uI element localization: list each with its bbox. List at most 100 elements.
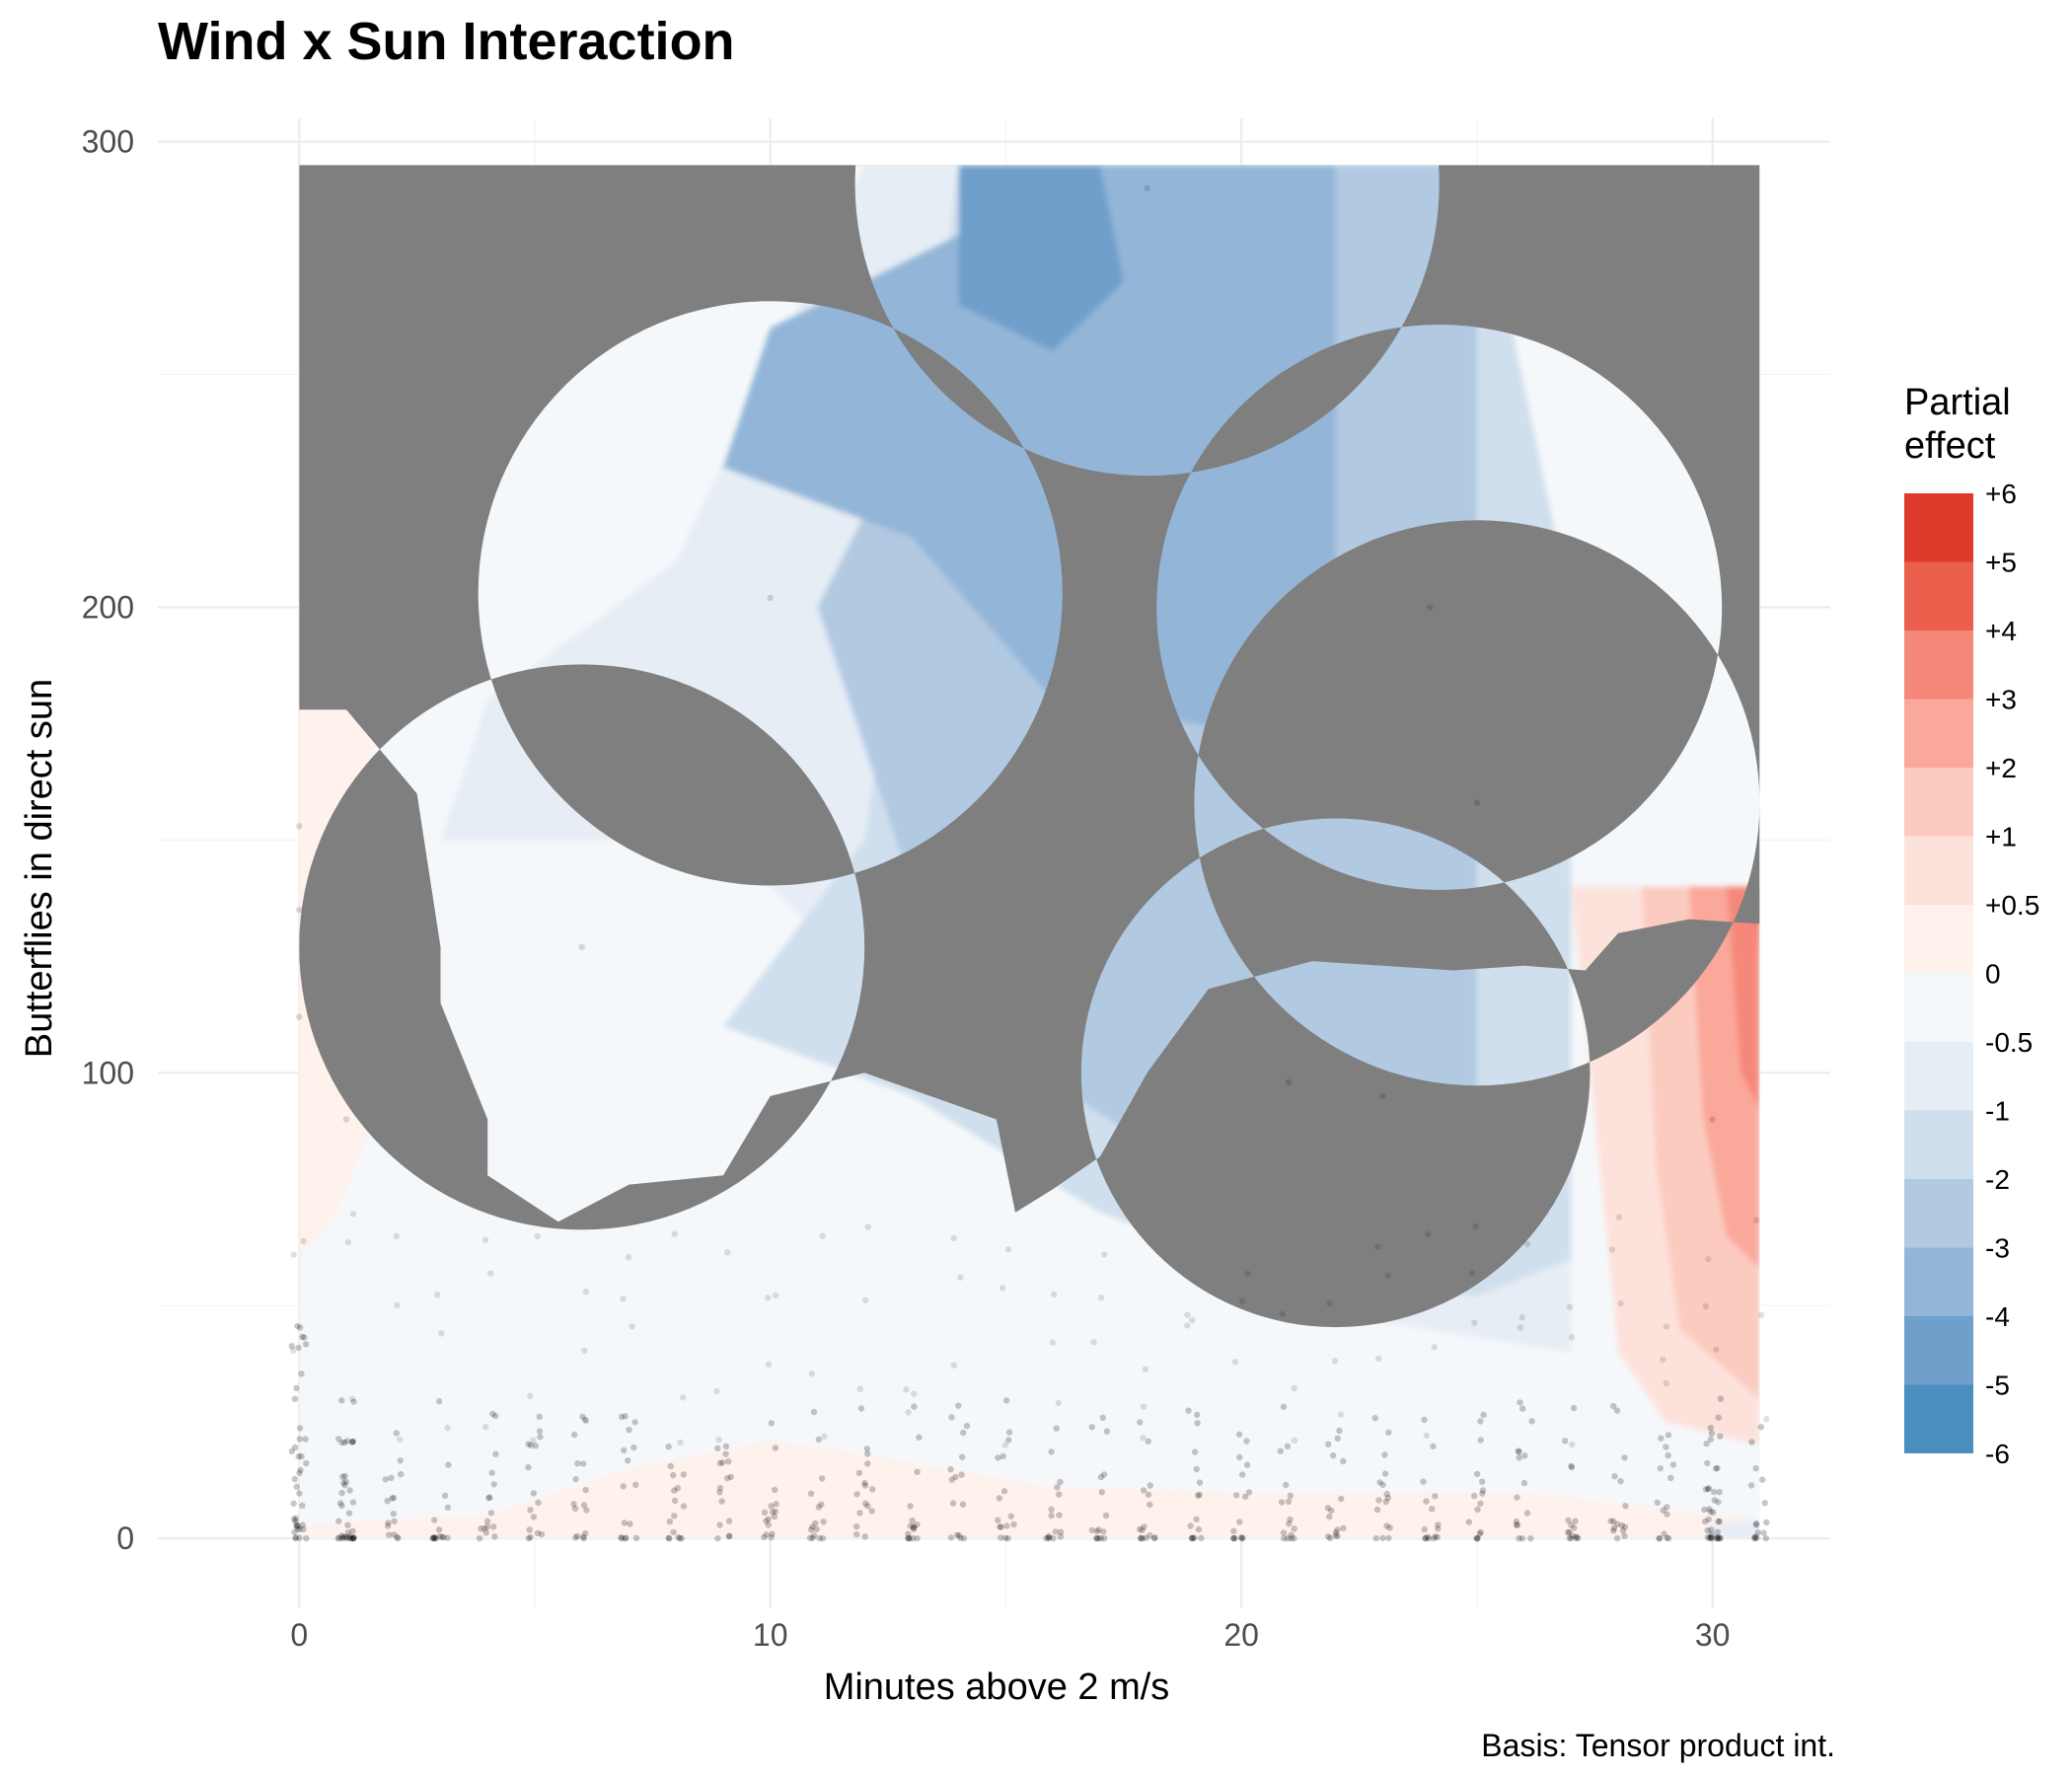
observation-point [482,1424,489,1431]
observation-point [1715,1414,1722,1421]
observation-point [349,1534,357,1542]
observation-point [773,1501,779,1508]
observation-point [1568,1463,1576,1471]
observation-point [1324,1533,1332,1540]
observation-point [1340,1457,1347,1465]
observation-point [916,1434,923,1442]
observation-point [1607,1517,1614,1524]
observation-point [303,1459,310,1467]
observation-point [806,1534,814,1541]
observation-point [1714,1528,1722,1536]
legend-label: -4 [1985,1301,2010,1332]
observation-point [430,1534,437,1541]
observation-point [349,1499,357,1506]
observation-point [1420,1478,1427,1485]
observation-point [1656,1535,1663,1542]
observation-point [680,1394,687,1401]
observation-point [1051,1291,1058,1298]
observation-point [581,1347,588,1355]
observation-point [768,1533,775,1541]
observation-point [1615,1214,1623,1221]
observation-point [1004,1246,1012,1253]
observation-point [525,1535,532,1542]
observation-point [1101,1251,1108,1258]
observation-point [537,1434,544,1441]
observation-point [1280,1529,1288,1536]
y-axis-title: Butterflies in direct sun [19,679,60,1058]
observation-point [959,1501,967,1508]
observation-point [1656,1535,1664,1542]
observation-point [1479,1487,1487,1494]
observation-point [1150,1535,1158,1542]
observation-point [530,1437,537,1444]
observation-point [1291,1535,1297,1542]
observation-point [538,1530,546,1538]
observation-point [1518,1535,1526,1542]
observation-point [338,1502,345,1510]
observation-point [580,1535,587,1542]
observation-point [1005,1437,1012,1443]
observation-point [349,1535,357,1542]
observation-point [818,1501,825,1509]
observation-point [294,1525,301,1533]
observation-point [431,1517,438,1523]
observation-point [725,1532,733,1540]
observation-point [335,1436,342,1443]
observation-point [907,1503,914,1510]
observation-point [578,943,585,951]
observation-point [1669,1461,1677,1468]
observation-point [1230,1527,1237,1535]
observation-point [1471,1492,1478,1500]
observation-point [1283,1481,1290,1489]
y-axis-ticks: 0 100 200 300 [82,124,134,1557]
observation-point [675,1533,682,1541]
band-neg-corner [1703,1519,1760,1539]
observation-point [1284,1535,1292,1542]
observation-point [1383,1522,1390,1529]
observation-point [1747,1482,1755,1489]
observation-point [445,1461,452,1468]
observation-point [1285,1078,1293,1086]
observation-point [338,1397,345,1404]
observation-point [444,1424,451,1432]
observation-point [960,1535,968,1542]
observation-point [1667,1474,1674,1482]
observation-point [296,1013,303,1020]
observation-point [341,1472,348,1480]
observation-point [812,1519,819,1527]
observation-point [1143,1534,1149,1541]
observation-point [536,1428,544,1435]
observation-point [1231,1534,1238,1542]
observation-point [1337,1411,1345,1418]
observation-point [291,1443,299,1451]
observation-point [1617,1478,1624,1485]
observation-point [767,594,774,602]
observation-point [811,1532,818,1539]
observation-point [725,1517,733,1524]
observation-point [335,1517,342,1524]
observation-point [953,1531,961,1539]
observation-point [772,1292,779,1299]
observation-point [1010,1520,1017,1528]
observation-point [620,1295,627,1302]
observation-point [627,1520,633,1527]
observation-point [1288,1535,1295,1542]
observation-point [535,1499,542,1507]
observation-point [1621,1523,1629,1530]
observation-point [1711,1497,1718,1504]
observation-point [1760,1529,1767,1536]
x-tick-label: 0 [290,1617,308,1653]
observation-point [952,1473,959,1481]
observation-point [1196,1479,1204,1486]
observation-point [772,1444,779,1451]
observation-point [1477,1437,1484,1443]
observation-point [716,1459,724,1467]
observation-point [1093,1534,1100,1542]
observation-point [300,1237,307,1245]
observation-point [1332,1528,1340,1536]
observation-point [1757,1424,1765,1431]
y-tick-label: 200 [82,589,134,625]
observation-point [861,1482,869,1489]
observation-point [1423,1498,1430,1505]
observation-point [389,1495,396,1502]
